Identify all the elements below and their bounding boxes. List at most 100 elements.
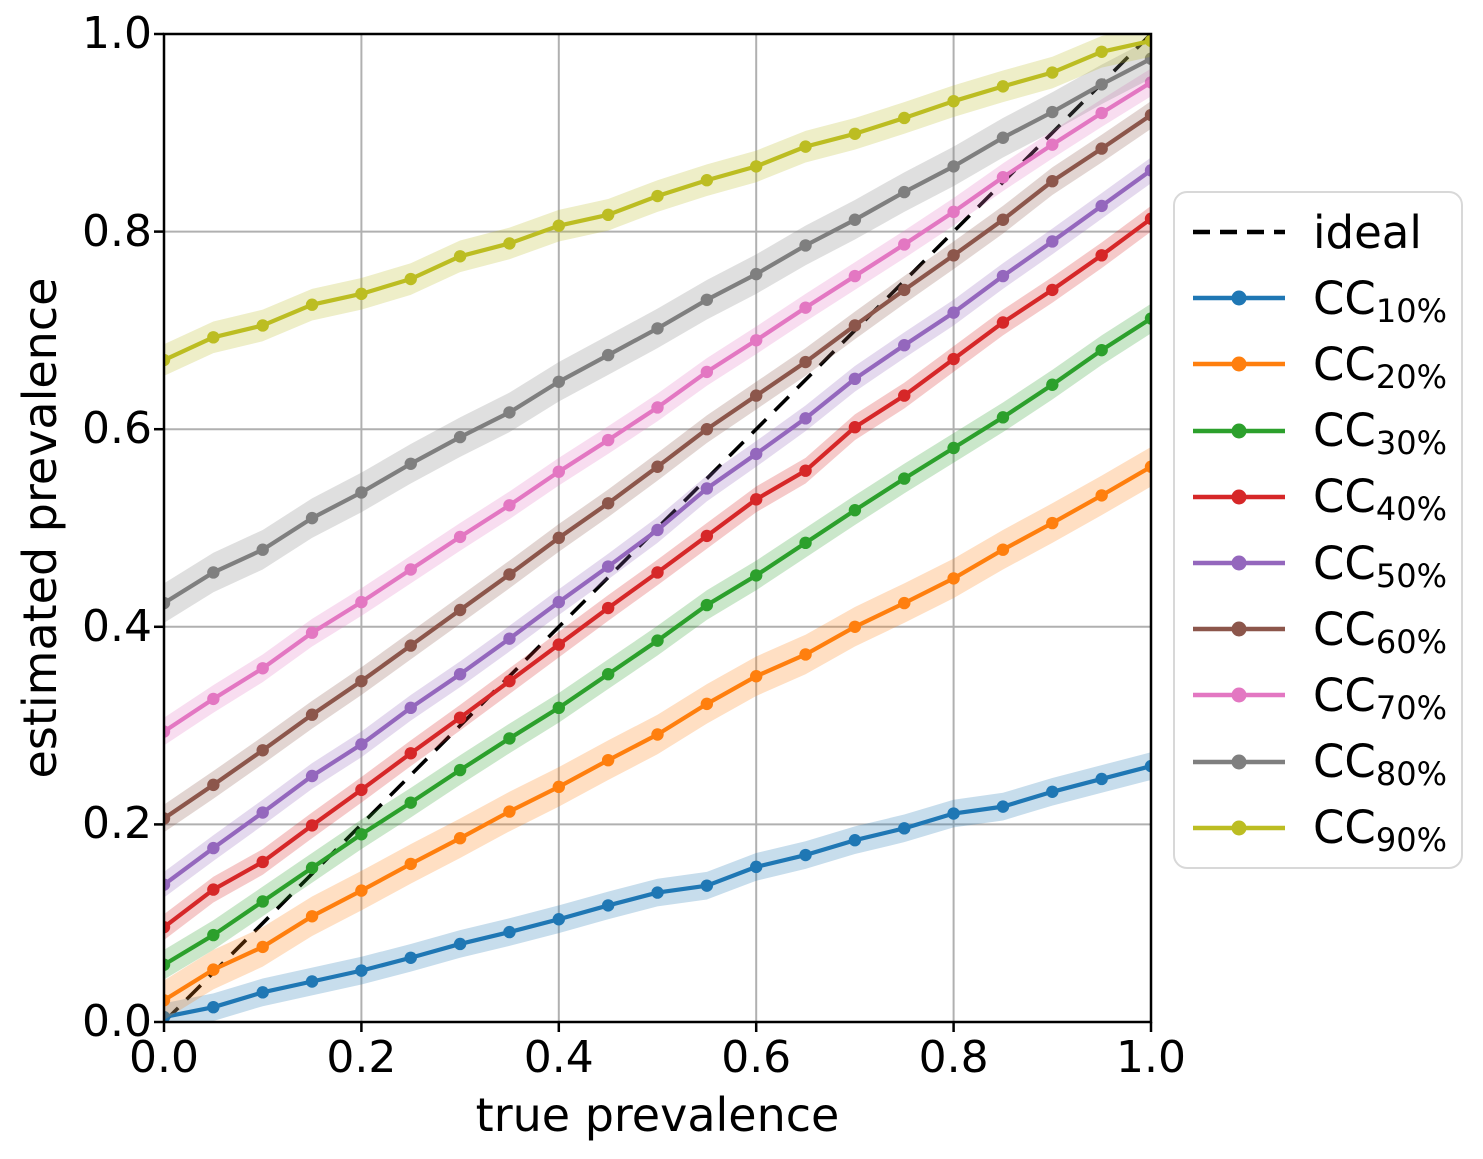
data-point-cc-40% — [404, 747, 417, 760]
data-point-cc-80% — [996, 131, 1010, 144]
data-point-cc-80% — [305, 511, 319, 525]
data-point-cc-90% — [1046, 66, 1059, 79]
data-point-cc-40% — [207, 883, 220, 896]
series-cc-90% — [164, 34, 1151, 376]
data-point-cc-50% — [256, 806, 269, 819]
data-point-cc-90% — [848, 127, 862, 140]
legend-marker-dot — [1231, 621, 1247, 637]
data-point-cc-80% — [256, 543, 269, 556]
legend-line-sample — [1193, 621, 1285, 637]
data-point-cc-40% — [996, 316, 1010, 329]
data-point-cc-30% — [947, 441, 960, 455]
data-point-cc-90% — [453, 250, 467, 263]
data-point-cc-30% — [996, 411, 1010, 424]
legend-marker-dot — [1231, 423, 1247, 439]
data-point-cc-60% — [799, 355, 812, 369]
data-point-cc-60% — [503, 568, 516, 581]
data-point-cc-60% — [750, 389, 763, 402]
legend-label-cc-10%: CC10% — [1313, 271, 1447, 330]
legend-entry-cc-50%: CC50% — [1175, 531, 1461, 595]
data-point-cc-50% — [1144, 164, 1151, 177]
data-point-cc-10% — [1144, 759, 1151, 773]
data-point-cc-90% — [404, 272, 417, 286]
data-point-cc-40% — [355, 783, 368, 797]
data-point-cc-50% — [700, 482, 714, 495]
data-point-cc-10% — [404, 951, 417, 964]
series-cc-70% — [164, 68, 1151, 746]
data-point-cc-70% — [651, 401, 664, 414]
legend-label-cc-40%: CC40% — [1313, 470, 1447, 529]
legend-entry-cc-30%: CC30% — [1175, 399, 1461, 463]
legend-entry-cc-60%: CC60% — [1175, 597, 1461, 661]
x-tick-label-0.0: 0.0 — [129, 1032, 199, 1083]
data-point-cc-20% — [651, 728, 664, 741]
series-cc-20% — [164, 446, 1151, 1021]
data-point-cc-50% — [1046, 235, 1059, 248]
data-point-cc-90% — [996, 80, 1010, 93]
legend-line-sample — [1193, 687, 1285, 703]
data-point-cc-60% — [651, 460, 664, 473]
legend-line-sample — [1193, 555, 1285, 571]
data-point-cc-80% — [207, 566, 220, 579]
data-point-cc-80% — [1046, 105, 1059, 119]
data-point-cc-80% — [750, 267, 763, 281]
data-point-cc-10% — [898, 822, 911, 835]
y-tick-label-1.0: 1.0 — [82, 8, 152, 59]
series-cc-50% — [164, 157, 1151, 898]
legend-dashed-line-sample — [1193, 229, 1285, 235]
data-point-cc-30% — [750, 569, 763, 582]
data-point-cc-40% — [601, 601, 615, 615]
y-tick-label-0.6: 0.6 — [82, 403, 152, 455]
data-point-cc-70% — [750, 334, 763, 347]
data-point-cc-50% — [996, 269, 1010, 283]
legend-label-ideal: ideal — [1313, 205, 1422, 259]
data-point-cc-10% — [207, 1000, 220, 1014]
data-point-cc-40% — [1095, 249, 1108, 262]
data-point-cc-90% — [601, 208, 615, 222]
data-point-cc-40% — [700, 529, 714, 543]
data-point-cc-50% — [898, 339, 911, 352]
y-tick-label-0.2: 0.2 — [82, 798, 152, 850]
data-point-cc-40% — [898, 389, 911, 402]
data-point-cc-80% — [404, 457, 417, 470]
data-point-cc-40% — [503, 674, 516, 688]
data-point-cc-30% — [503, 732, 516, 745]
x-tick-label-0.4: 0.4 — [523, 1032, 594, 1083]
data-point-cc-10% — [355, 964, 368, 977]
y-tick-label-0.8: 0.8 — [82, 205, 152, 257]
data-point-cc-10% — [305, 975, 319, 988]
legend-label-cc-70%: CC70% — [1313, 668, 1447, 727]
data-point-cc-30% — [799, 536, 812, 550]
data-point-cc-30% — [1095, 343, 1108, 357]
data-point-cc-90% — [355, 287, 368, 301]
data-point-cc-10% — [164, 1010, 171, 1022]
data-point-cc-30% — [355, 828, 368, 841]
data-point-cc-10% — [996, 800, 1010, 813]
data-point-cc-90% — [700, 174, 714, 187]
data-point-cc-60% — [947, 249, 960, 262]
data-point-cc-20% — [552, 780, 565, 794]
data-point-cc-90% — [256, 319, 269, 332]
data-point-cc-50% — [453, 668, 467, 681]
data-point-cc-20% — [700, 697, 714, 711]
data-point-cc-30% — [453, 763, 467, 777]
legend-entry-cc-10%: CC10% — [1175, 266, 1461, 330]
data-point-cc-70% — [848, 269, 862, 283]
data-point-cc-20% — [207, 963, 220, 976]
data-point-cc-70% — [947, 205, 960, 219]
data-point-cc-40% — [256, 855, 269, 869]
data-point-cc-70% — [164, 725, 171, 738]
data-point-cc-40% — [799, 464, 812, 477]
data-point-cc-60% — [1046, 175, 1059, 188]
data-point-cc-20% — [305, 910, 319, 923]
data-point-cc-60% — [1144, 108, 1151, 122]
data-point-cc-50% — [552, 595, 565, 609]
data-point-cc-30% — [404, 796, 417, 809]
series-cc-60% — [164, 101, 1151, 833]
data-point-cc-70% — [799, 301, 812, 314]
data-point-cc-20% — [799, 648, 812, 661]
data-point-cc-50% — [355, 738, 368, 751]
data-point-cc-40% — [552, 638, 565, 651]
